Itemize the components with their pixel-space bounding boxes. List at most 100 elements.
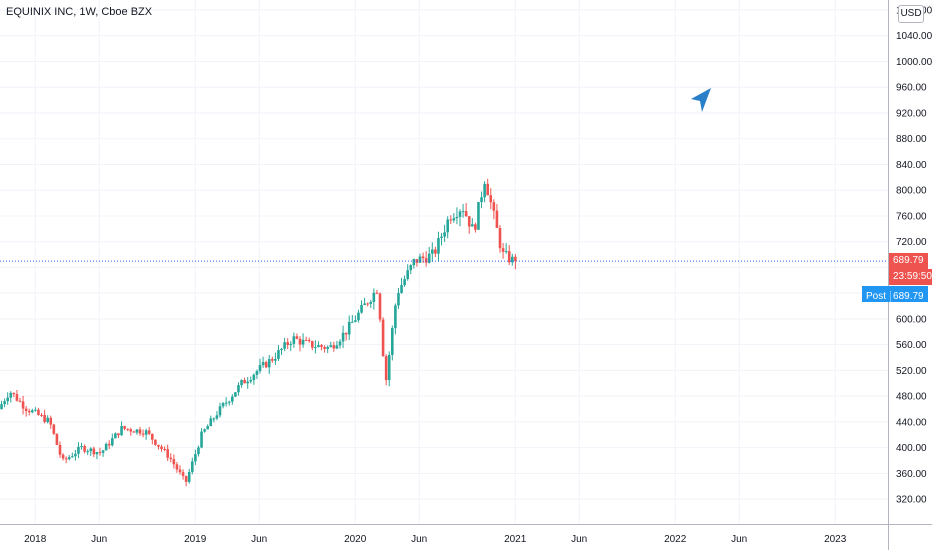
candle: [274, 352, 277, 365]
candle: [317, 341, 320, 348]
candle: [37, 407, 40, 416]
candle: [117, 433, 120, 439]
candle: [394, 303, 397, 335]
candle: [341, 325, 345, 348]
candle: [458, 209, 462, 227]
candle: [323, 345, 326, 353]
candle: [178, 465, 182, 475]
countdown-tag: 23:59:50: [889, 269, 932, 286]
candle: [295, 333, 299, 340]
candle: [31, 408, 34, 414]
candle: [455, 207, 459, 225]
candle: [166, 444, 169, 461]
candle: [375, 289, 379, 295]
candle: [154, 439, 157, 446]
candle: [467, 216, 471, 234]
candle: [80, 442, 83, 450]
candle: [114, 432, 117, 439]
currency-button[interactable]: USD: [898, 5, 924, 23]
candle: [52, 423, 56, 436]
candle: [486, 178, 489, 196]
candle: [249, 376, 253, 384]
candle: [6, 392, 9, 405]
x-tick-label: 2020: [344, 534, 367, 545]
candle: [271, 356, 274, 363]
candle: [412, 258, 416, 269]
candle: [504, 243, 508, 254]
candle: [101, 449, 105, 457]
candle: [194, 449, 197, 465]
candle: [277, 345, 280, 361]
candle: [206, 424, 209, 430]
candle: [464, 202, 468, 218]
candle: [258, 358, 262, 374]
candle: [83, 444, 86, 454]
y-tick-label: 1000.00: [896, 57, 932, 68]
candle: [126, 428, 129, 432]
candle: [452, 213, 456, 223]
candle: [384, 354, 388, 386]
candle: [187, 468, 191, 484]
candle: [267, 355, 271, 374]
candle: [514, 253, 517, 270]
candle: [86, 449, 89, 456]
candle: [9, 391, 13, 403]
candle: [40, 412, 43, 418]
candle: [292, 332, 296, 348]
candle: [511, 253, 514, 266]
y-tick-label: 360.00: [896, 469, 927, 480]
candle: [92, 446, 96, 458]
candle: [181, 469, 185, 480]
candle: [175, 461, 179, 473]
time-axis: 2018 Jun 2019 Jun 2020 Jun 2021 Jun 2022 Jun 2023: [0, 524, 932, 545]
candle: [264, 360, 268, 369]
candle: [354, 315, 357, 323]
chart-grid: [0, 0, 888, 524]
candle: [335, 340, 339, 350]
x-tick-label: 2018: [24, 534, 47, 545]
candle: [255, 369, 259, 379]
candle: [111, 433, 114, 447]
candle: [311, 340, 314, 351]
candle: [203, 428, 206, 433]
candle: [237, 382, 240, 396]
candle: [498, 225, 502, 253]
candle: [144, 428, 148, 440]
candle: [332, 341, 336, 352]
candle: [489, 188, 493, 210]
candle: [301, 333, 305, 348]
candle: [431, 242, 434, 262]
x-tick-label: 2022: [664, 534, 687, 545]
candle: [351, 314, 354, 323]
y-tick-label: 320.00: [896, 495, 927, 506]
candle: [461, 204, 465, 218]
candle: [58, 441, 62, 458]
navigation-arrow-icon: [691, 88, 711, 112]
candle: [129, 427, 133, 436]
candle: [501, 242, 505, 259]
candle: [89, 447, 93, 457]
y-tick-label: 920.00: [896, 108, 927, 119]
candle: [120, 421, 123, 436]
candle: [218, 402, 222, 418]
candle: [298, 336, 302, 352]
x-tick-label: Jun: [571, 534, 587, 545]
candle: [446, 216, 449, 239]
y-tick-label: 600.00: [896, 314, 927, 325]
candle: [440, 233, 443, 246]
x-tick-label: 2021: [504, 534, 527, 545]
post-market-tag: Post 689.79: [862, 286, 928, 303]
candle: [240, 379, 243, 388]
candle: [43, 409, 46, 424]
candle: [98, 447, 102, 456]
candle: [160, 444, 163, 452]
candle: [107, 440, 111, 449]
candle: [27, 408, 31, 416]
candle: [381, 317, 385, 357]
y-tick-label: 1040.00: [896, 31, 932, 42]
candle: [15, 390, 19, 402]
candle: [347, 315, 351, 341]
candle: [209, 415, 213, 427]
candle: [471, 218, 474, 227]
